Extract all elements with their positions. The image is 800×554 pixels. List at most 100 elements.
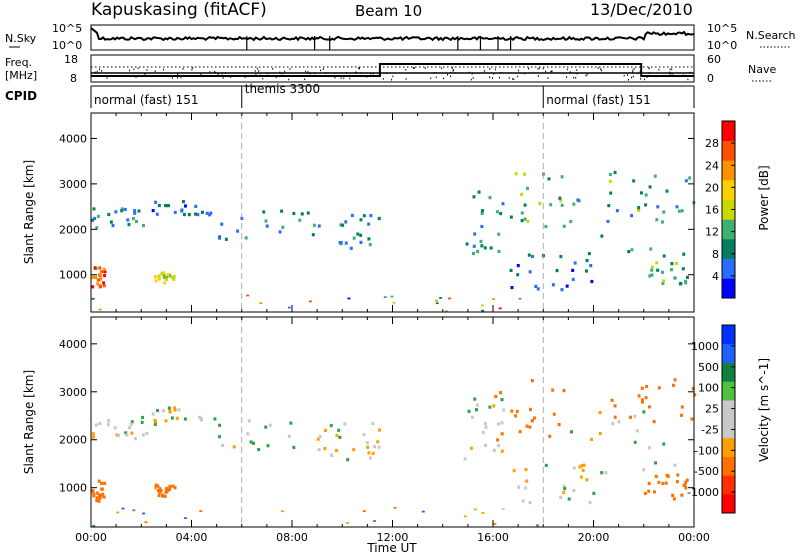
echo-cell <box>608 179 612 184</box>
freq-scatter-point <box>648 72 650 74</box>
echo-cell <box>494 394 498 399</box>
echo-cell <box>352 236 356 240</box>
echo-cell <box>170 416 174 420</box>
echo-cell <box>684 279 688 283</box>
freq-scatter-point <box>307 71 309 73</box>
echo-cell <box>525 424 529 428</box>
echo-cell <box>125 433 129 437</box>
power-colorbar: 4 8 12 16 20 24 28 <box>705 120 736 299</box>
echo-cell <box>224 237 228 241</box>
echo-cell <box>445 310 448 313</box>
echo-cell <box>128 426 131 430</box>
freq-scatter-point <box>601 69 603 72</box>
echo-cell <box>517 485 521 489</box>
echo-cell <box>157 493 161 498</box>
echo-cell <box>502 408 506 412</box>
freq-scatter-point <box>366 75 368 78</box>
echo-cell <box>350 213 354 217</box>
echo-cell <box>359 240 363 244</box>
freq-scatter-point <box>551 70 553 73</box>
echo-cell <box>585 258 589 263</box>
echo-cell <box>675 480 679 484</box>
echo-cell <box>647 489 651 493</box>
echo-cell <box>562 490 566 494</box>
echo-cell <box>140 420 144 424</box>
echo-cell <box>106 423 110 427</box>
colorbar-tick-label: -1000 <box>687 486 719 499</box>
freq-scatter-point <box>192 67 194 69</box>
echo-cell <box>264 425 268 429</box>
freq-scatter-point <box>542 67 544 70</box>
echo-cell <box>92 207 96 211</box>
echo-cell <box>611 422 615 426</box>
freq-scatter-point <box>470 78 472 81</box>
cpid-segment-2: themis 3300 <box>245 82 320 96</box>
echo-cell <box>244 236 248 240</box>
echo-cell <box>588 501 592 505</box>
echo-cell <box>629 415 632 419</box>
echo-cell <box>520 219 524 223</box>
echo-cell <box>497 232 501 236</box>
freq-scatter-point <box>334 76 336 79</box>
echo-cell <box>205 211 209 215</box>
echo-cell <box>114 210 118 214</box>
echo-cell <box>154 279 158 283</box>
echo-cell <box>515 410 519 414</box>
echo-cell <box>187 213 191 217</box>
echo-cell <box>665 189 669 193</box>
freq-scatter-point <box>349 77 351 80</box>
echo-cell <box>662 442 666 446</box>
echo-cell <box>346 458 350 462</box>
echo-cell <box>102 284 106 288</box>
echo-cell <box>562 484 566 488</box>
cpid-label: CPID <box>5 89 37 103</box>
freq-scatter-point <box>284 70 286 73</box>
echo-cell <box>662 210 666 214</box>
colorbar-segment <box>722 381 735 401</box>
colorbar-segment <box>722 278 735 299</box>
echo-cell <box>497 249 501 253</box>
echo-cell <box>392 301 396 304</box>
freq-scatter-point <box>258 70 260 72</box>
freq-scatter-point <box>671 72 673 75</box>
echo-cell <box>141 415 145 420</box>
echo-cell <box>578 465 582 469</box>
echo-cell <box>435 302 439 305</box>
freq-scatter-point <box>500 71 502 74</box>
freq-trace <box>91 63 694 77</box>
echo-cell <box>173 486 177 490</box>
echo-cell <box>173 408 177 412</box>
freq-scatter-point <box>646 76 648 78</box>
echo-cell <box>529 407 532 411</box>
echo-cell <box>670 262 674 266</box>
echo-cell <box>484 443 487 447</box>
freq-scatter-point <box>359 67 360 70</box>
echo-cell <box>362 433 366 437</box>
echo-cell <box>91 285 95 289</box>
echo-cell <box>132 216 135 221</box>
echo-cell <box>173 210 177 214</box>
echo-cell <box>151 209 155 213</box>
echo-cell <box>367 451 371 455</box>
freq-scatter-point <box>576 69 578 71</box>
echo-cell <box>91 432 95 436</box>
echo-cell <box>367 222 371 226</box>
echo-cell <box>167 406 171 410</box>
colorbar-segment <box>722 343 735 363</box>
echo-cell <box>573 261 577 265</box>
echo-cell <box>97 493 101 497</box>
echo-cell <box>383 296 387 298</box>
echo-cell <box>559 495 563 499</box>
freq-scatter-point <box>171 77 173 79</box>
echo-cell <box>643 491 647 496</box>
colorbar-tick-label: 100 <box>698 382 719 395</box>
freq-scatter-point <box>230 76 232 78</box>
echo-cell <box>492 298 495 300</box>
velocity-panel: 1000 2000 3000 4000 00:00 04:00 08:00 12:00 16:… <box>22 316 771 554</box>
colorbar-tick-label: 16 <box>705 204 719 217</box>
colorbar-tick-label: 20 <box>705 181 719 194</box>
velocity-y-axis-label: Slant Range [km] <box>22 370 36 474</box>
echo-cell <box>527 253 531 257</box>
echo-cell <box>111 223 115 228</box>
echo-cell <box>613 404 617 408</box>
